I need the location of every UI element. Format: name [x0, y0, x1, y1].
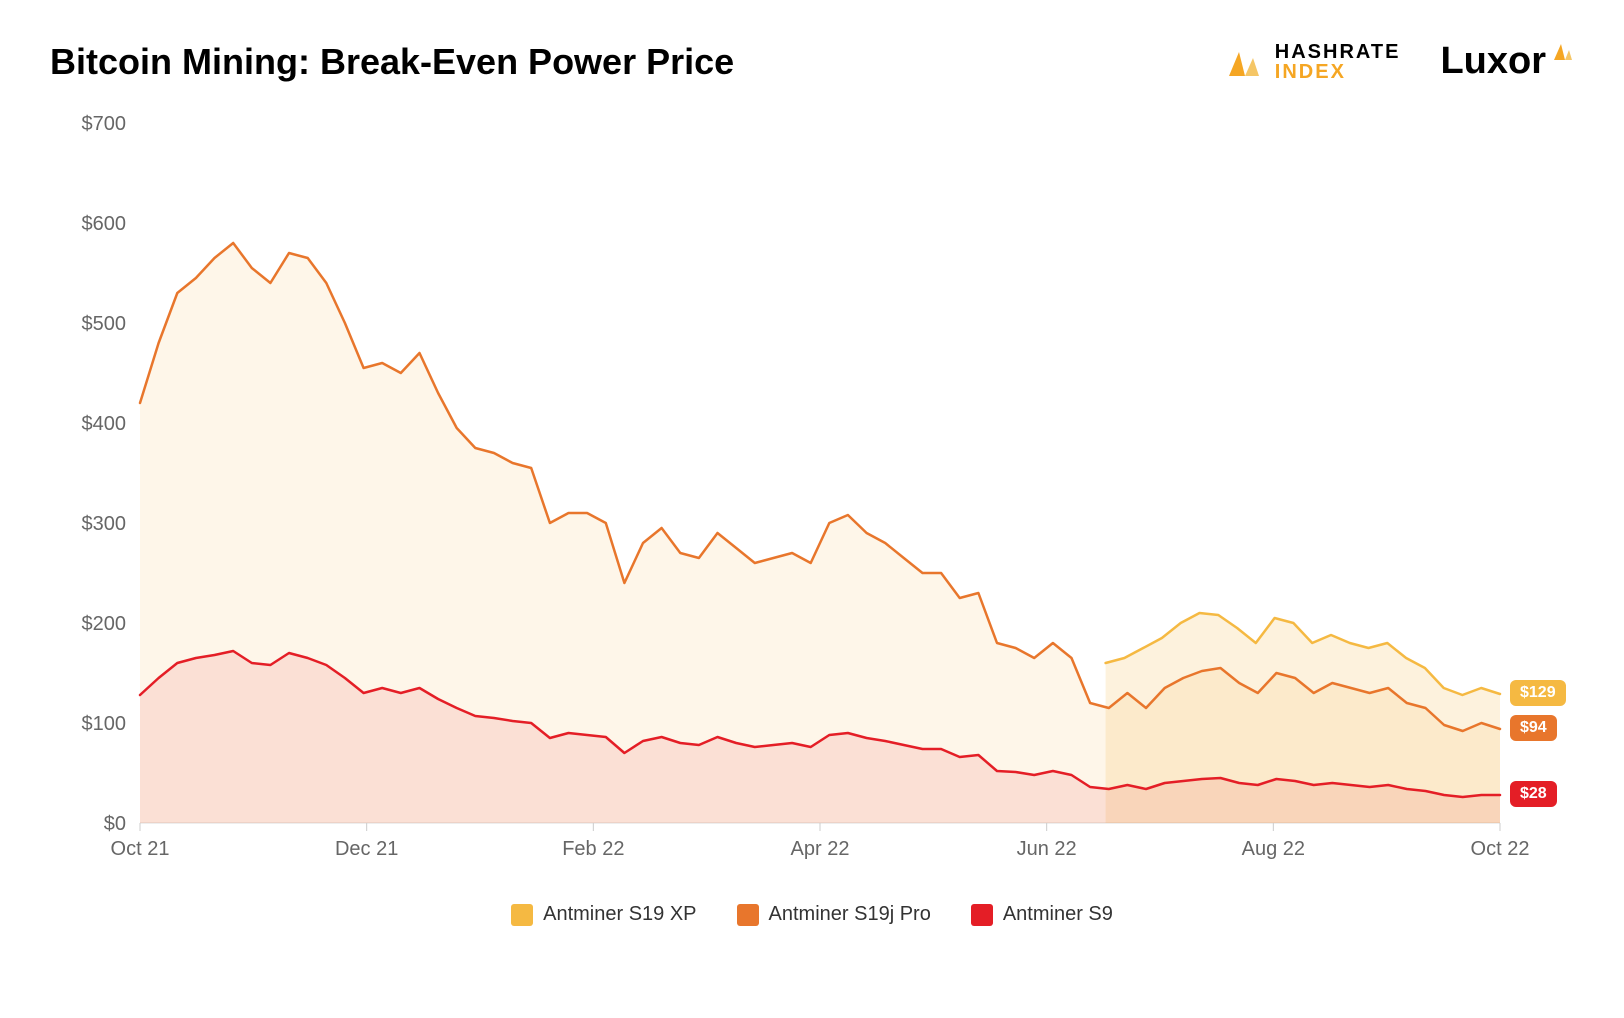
- luxor-brand: Luxor: [1440, 40, 1574, 83]
- hashrate-icon: [1223, 42, 1263, 82]
- legend-item-antminer-s9: Antminer S9: [971, 903, 1113, 926]
- hashrate-line1: HASHRATE: [1275, 42, 1401, 62]
- legend-label: Antminer S19j Pro: [769, 903, 931, 926]
- hashrate-text: HASHRATE INDEX: [1275, 42, 1401, 82]
- end-badge-antminer-s19-xp: $129: [1510, 680, 1566, 706]
- svg-text:$200: $200: [82, 613, 127, 635]
- svg-text:$100: $100: [82, 713, 127, 735]
- legend-label: Antminer S9: [1003, 903, 1113, 926]
- legend-label: Antminer S19 XP: [543, 903, 696, 926]
- legend-swatch: [511, 904, 533, 926]
- chart-title: Bitcoin Mining: Break-Even Power Price: [50, 41, 734, 83]
- chart-area: $0 $100 $200 $300 $400 $500 $600 $700 Oct 21 Dec …: [50, 103, 1574, 883]
- svg-text:Feb 22: Feb 22: [562, 838, 624, 860]
- luxor-accent-icon: [1552, 40, 1574, 62]
- svg-text:Oct 22: Oct 22: [1471, 838, 1530, 860]
- svg-text:Dec 21: Dec 21: [335, 838, 398, 860]
- legend-swatch: [971, 904, 993, 926]
- hashrate-line2: INDEX: [1275, 62, 1401, 82]
- svg-text:Apr 22: Apr 22: [791, 838, 850, 860]
- svg-text:$500: $500: [82, 313, 127, 335]
- end-badge-antminer-s19j-pro: $94: [1510, 715, 1557, 741]
- brand-row: HASHRATE INDEX Luxor: [1223, 40, 1574, 83]
- svg-text:$0: $0: [104, 813, 126, 835]
- svg-text:Aug 22: Aug 22: [1242, 838, 1305, 860]
- luxor-text: Luxor: [1440, 40, 1546, 83]
- svg-text:$600: $600: [82, 213, 127, 235]
- legend-item-antminer-s19j-pro: Antminer S19j Pro: [737, 903, 931, 926]
- svg-text:Jun 22: Jun 22: [1017, 838, 1077, 860]
- legend-item-antminer-s19-xp: Antminer S19 XP: [511, 903, 696, 926]
- svg-text:$300: $300: [82, 513, 127, 535]
- end-badge-antminer-s9: $28: [1510, 781, 1557, 807]
- svg-text:$700: $700: [82, 113, 127, 135]
- svg-text:Oct 21: Oct 21: [111, 838, 170, 860]
- legend: Antminer S19 XP Antminer S19j Pro Antminer…: [50, 903, 1574, 926]
- chart-svg: $0 $100 $200 $300 $400 $500 $600 $700 Oct 21 Dec …: [50, 103, 1574, 883]
- svg-text:$400: $400: [82, 413, 127, 435]
- legend-swatch: [737, 904, 759, 926]
- hashrate-index-brand: HASHRATE INDEX: [1223, 42, 1401, 82]
- header: Bitcoin Mining: Break-Even Power Price H…: [50, 40, 1574, 83]
